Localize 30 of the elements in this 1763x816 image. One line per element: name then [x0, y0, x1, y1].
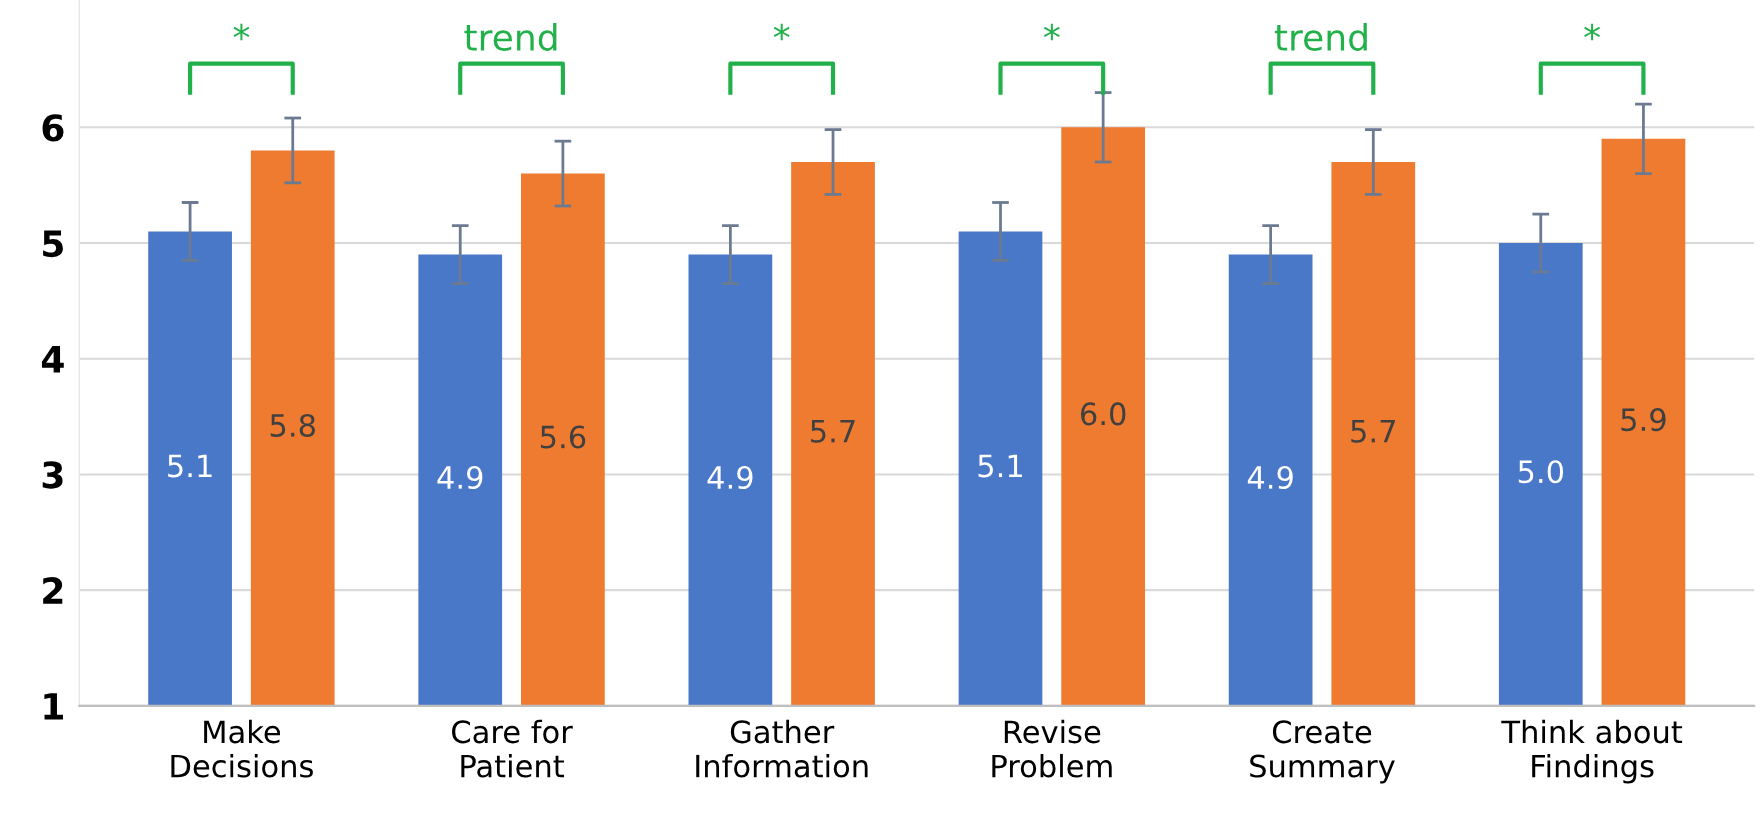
annotation: trend [464, 23, 557, 51]
x-tick-label: Think about Findings [1501, 719, 1683, 784]
data-label: 4.9 [437, 465, 483, 490]
data-label: 5.6 [540, 425, 586, 449]
data-label: 5.8 [270, 413, 315, 437]
y-tick-label: 3 [42, 461, 63, 489]
x-tick-label: Make Decisions [171, 719, 313, 778]
x-tick-label: Create Summary [1250, 720, 1395, 784]
annotation: * [233, 23, 250, 41]
annotation: * [1043, 23, 1060, 41]
x-tick-label: Care for Patient [452, 719, 573, 778]
data-label: 5.7 [1351, 420, 1395, 443]
y-tick-label: 1 [44, 693, 63, 720]
annotation: trend [1274, 23, 1367, 51]
annotation: * [773, 23, 790, 41]
annotation: * [1584, 23, 1601, 41]
data-label: 6.0 [1080, 402, 1126, 426]
data-label: 5.1 [168, 454, 212, 478]
data-label: 4.9 [1247, 465, 1293, 490]
data-label: 5.1 [978, 454, 1022, 478]
data-label: 4.9 [707, 465, 753, 490]
x-tick-label: Revise Problem [992, 719, 1112, 778]
y-tick-label: 4 [41, 346, 64, 373]
y-tick-label: 2 [43, 577, 63, 604]
data-label: 5.9 [1621, 408, 1666, 432]
data-label: 5.7 [811, 420, 855, 443]
y-tick-label: 5 [43, 230, 63, 258]
y-tick-label: 6 [42, 114, 64, 142]
data-label: 5.0 [1518, 460, 1564, 484]
x-tick-label: Gather Information [696, 719, 868, 778]
